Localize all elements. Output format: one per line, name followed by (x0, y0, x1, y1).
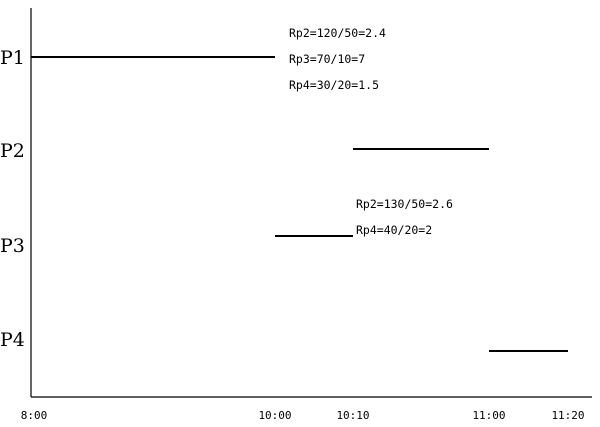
row-label-p4: P4 (0, 329, 25, 351)
ratio-annotation: Rp4=30/20=1.5 (289, 78, 379, 92)
ratio-annotation: Rp2=130/50=2.6 (356, 197, 453, 211)
x-tick-label: 11:00 (472, 409, 505, 422)
x-tick-labels: 8:00 10:00 10:10 11:00 11:20 (21, 409, 585, 422)
ratio-annotation: Rp2=120/50=2.4 (289, 26, 386, 40)
row-label-p2: P2 (0, 140, 25, 162)
x-tick-label: 11:20 (551, 409, 584, 422)
x-tick-label: 8:00 (21, 409, 48, 422)
ratio-annotations: Rp2=120/50=2.4 Rp3=70/10=7 Rp4=30/20=1.5 Rp… (289, 26, 453, 237)
x-tick-label: 10:00 (258, 409, 291, 422)
row-label-p1: P1 (0, 47, 25, 69)
ratio-annotation: Rp3=70/10=7 (289, 52, 365, 66)
ratio-annotation: Rp4=40/20=2 (356, 223, 432, 237)
row-labels: P1 P2 P3 P4 (0, 47, 25, 351)
task-bars (31, 56, 568, 352)
x-tick-label: 10:10 (336, 409, 369, 422)
row-label-p3: P3 (0, 235, 25, 257)
